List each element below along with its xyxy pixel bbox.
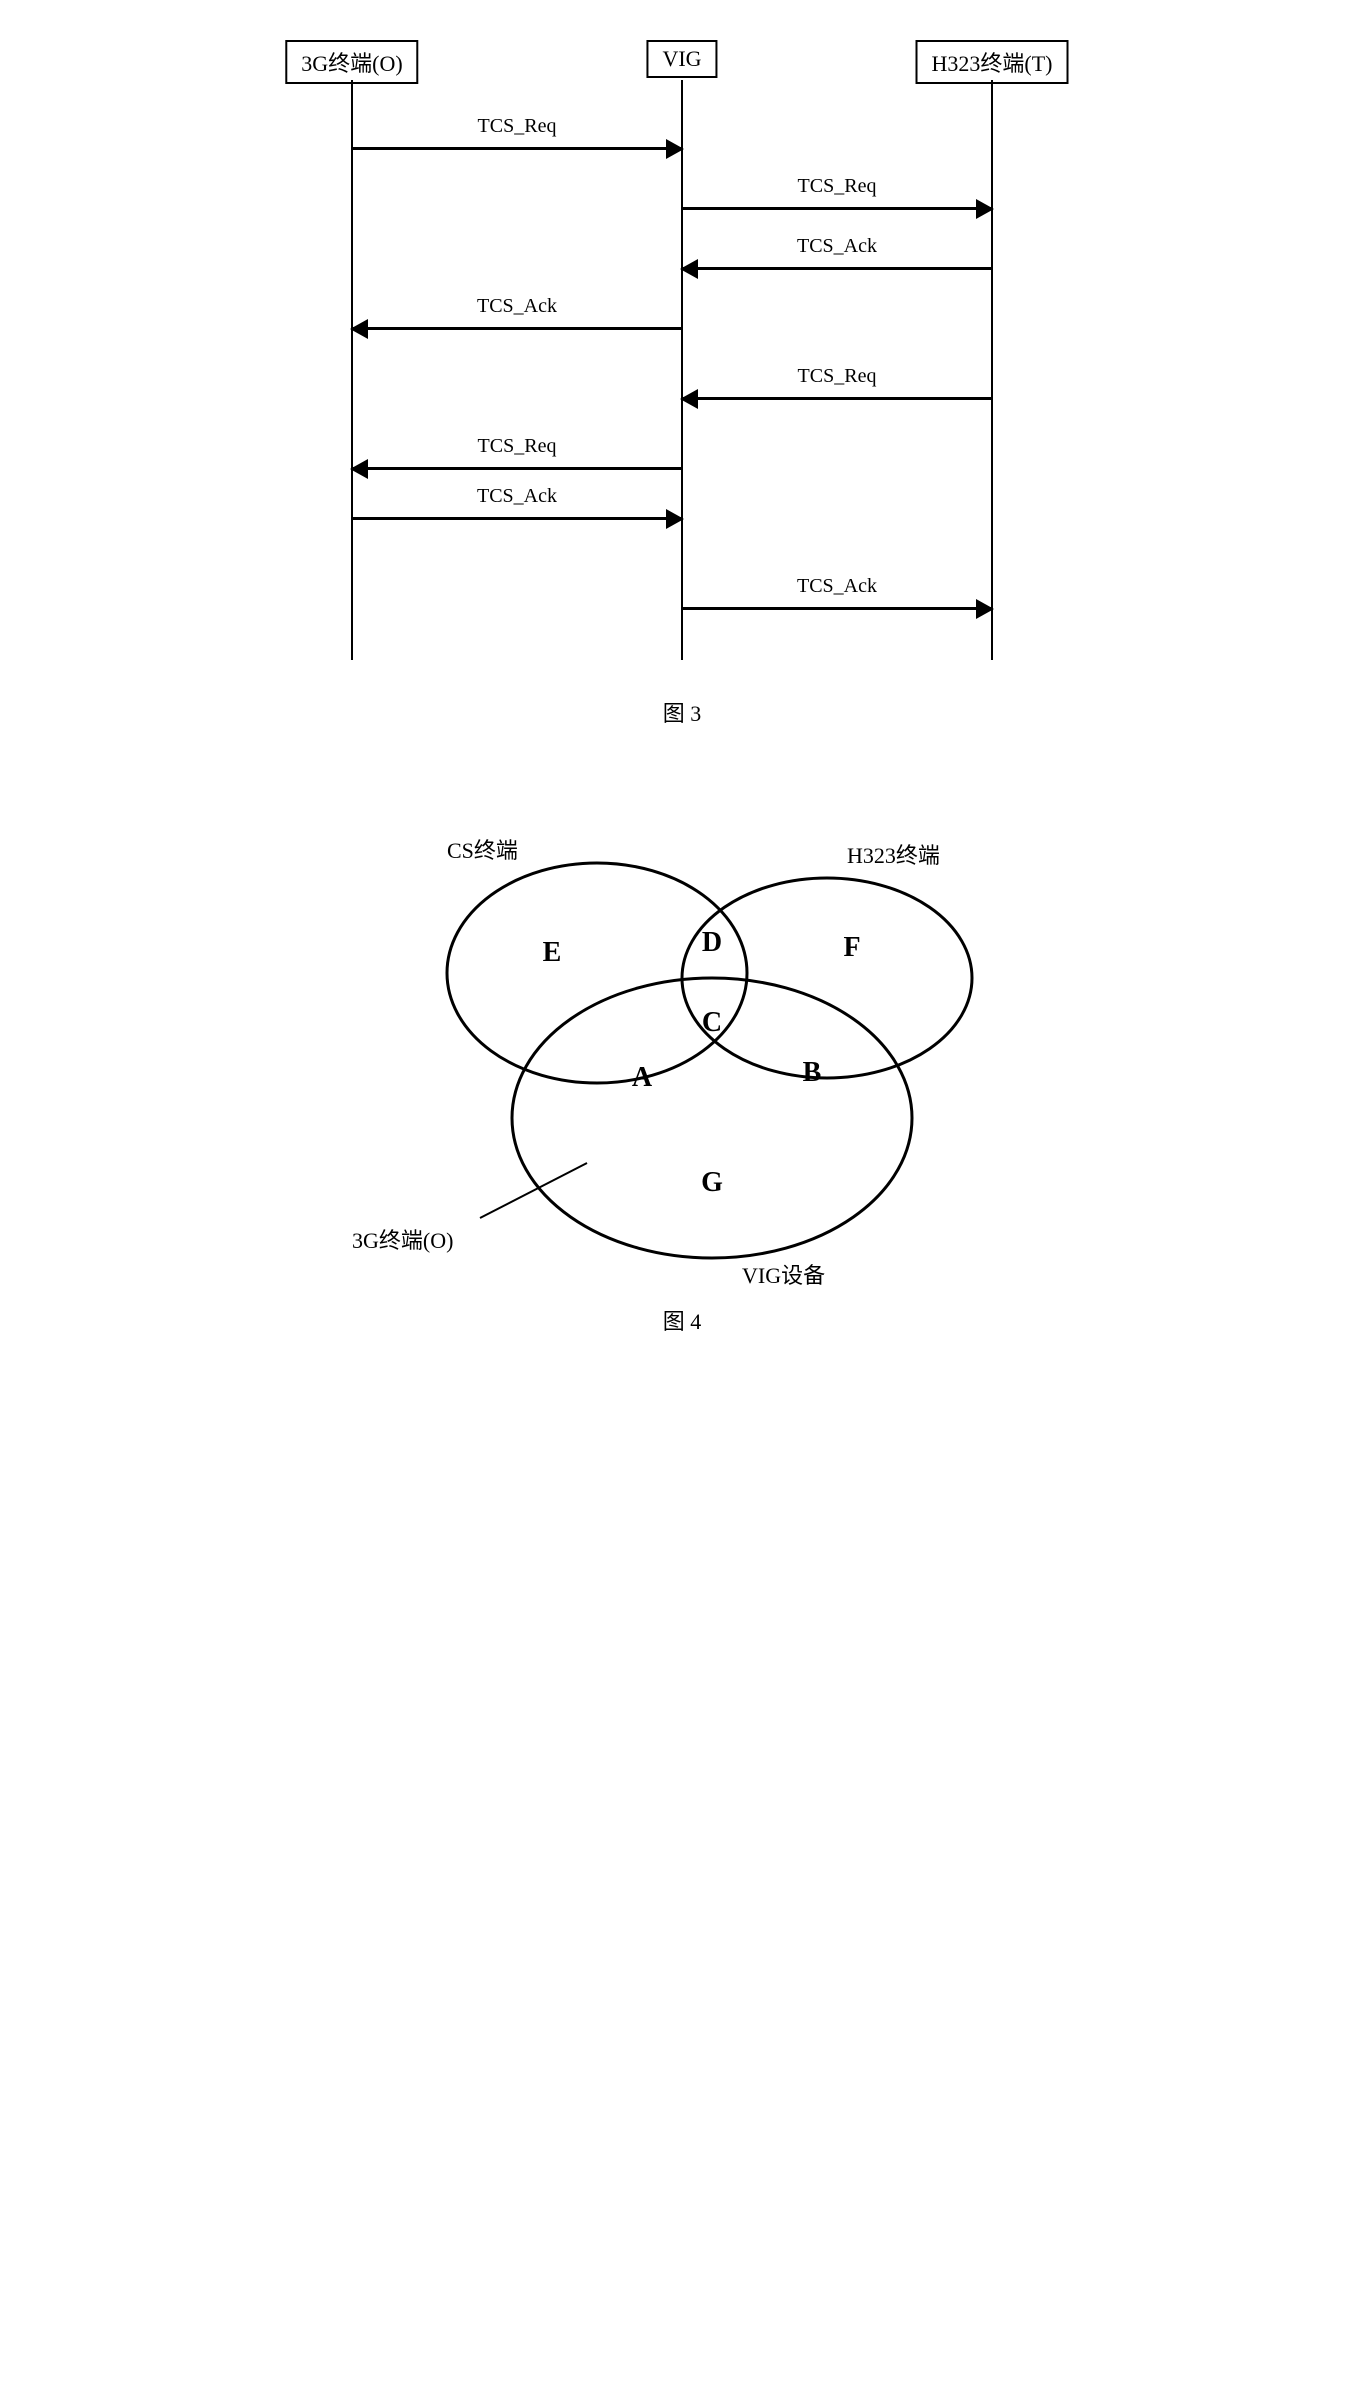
- message-arrow: TCS_Ack: [682, 255, 992, 281]
- message-label: TCS_Req: [794, 175, 881, 198]
- venn-outer-label: H323终端: [847, 838, 940, 870]
- actor-box-t: H323终端(T): [916, 40, 1069, 84]
- figure3-caption: 图 3: [272, 696, 1092, 728]
- message-arrow: TCS_Req: [352, 135, 682, 161]
- message-arrow: TCS_Req: [352, 455, 682, 481]
- venn-region-label: F: [843, 932, 860, 964]
- venn-region-label: E: [543, 937, 562, 969]
- message-label: TCS_Req: [474, 435, 561, 458]
- sequence-stage: 3G终端(O)VIGH323终端(T)TCS_ReqTCS_ReqTCS_Ack…: [272, 40, 1092, 680]
- venn-svg: [272, 788, 1092, 1288]
- message-label: TCS_Ack: [793, 235, 881, 258]
- figure4-caption: 图 4: [272, 1304, 1092, 1336]
- lifeline-o: [351, 80, 353, 660]
- message-label: TCS_Req: [474, 115, 561, 138]
- message-label: TCS_Ack: [473, 295, 561, 318]
- message-arrow: TCS_Ack: [682, 595, 992, 621]
- venn-ellipse-cs: [447, 863, 747, 1083]
- venn-region-label: B: [803, 1057, 822, 1089]
- venn-region-label: G: [701, 1167, 723, 1199]
- actor-box-vig: VIG: [646, 40, 717, 78]
- venn-outer-label: VIG设备: [742, 1258, 825, 1290]
- lifeline-vig: [681, 80, 683, 660]
- message-arrow: TCS_Ack: [352, 505, 682, 531]
- venn-leader-line: [480, 1163, 587, 1218]
- venn-outer-label: CS终端: [447, 833, 518, 865]
- message-arrow: TCS_Ack: [352, 315, 682, 341]
- figure-sequence: 3G终端(O)VIGH323终端(T)TCS_ReqTCS_ReqTCS_Ack…: [272, 40, 1092, 728]
- message-label: TCS_Ack: [793, 575, 881, 598]
- figure-venn: CS终端 H323终端 3G终端(O) VIG设备 E D F C A B G 图 4: [272, 788, 1092, 1336]
- venn-region-label: A: [632, 1062, 652, 1094]
- venn-region-label: C: [702, 1007, 722, 1039]
- actor-box-o: 3G终端(O): [285, 40, 418, 84]
- venn-region-label: D: [702, 927, 722, 959]
- lifeline-t: [991, 80, 993, 660]
- venn-stage: CS终端 H323终端 3G终端(O) VIG设备 E D F C A B G: [272, 788, 1092, 1288]
- message-arrow: TCS_Req: [682, 195, 992, 221]
- venn-outer-label: 3G终端(O): [352, 1223, 453, 1255]
- message-arrow: TCS_Req: [682, 385, 992, 411]
- message-label: TCS_Req: [794, 365, 881, 388]
- message-label: TCS_Ack: [473, 485, 561, 508]
